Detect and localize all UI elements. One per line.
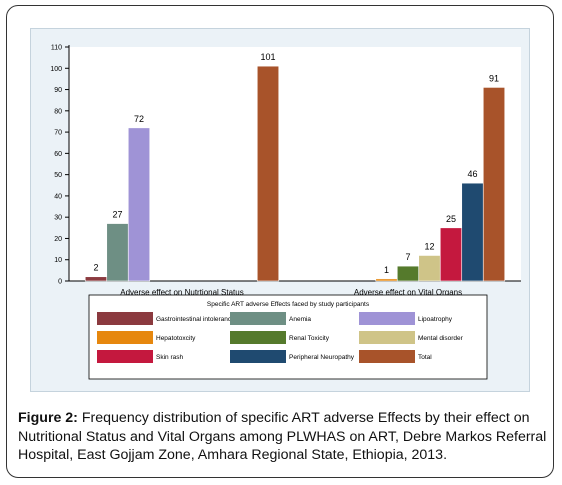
bar: [256, 65, 280, 282]
y-tick-label: 20: [54, 236, 62, 243]
data-label: 1: [384, 265, 389, 275]
bar: [84, 276, 108, 282]
bar: [482, 87, 506, 282]
legend-swatch: [230, 331, 286, 344]
data-label: 91: [489, 73, 499, 83]
legend-label: Gastrointestinal intolerance: [156, 316, 235, 323]
caption-label: Figure 2:: [18, 410, 78, 426]
y-tick-label: 110: [51, 45, 62, 52]
data-label: 72: [134, 114, 144, 124]
legend-swatch: [359, 312, 415, 325]
data-label: 101: [260, 52, 275, 62]
y-tick-label: 30: [54, 215, 62, 222]
data-label: 46: [467, 169, 477, 179]
legend-swatch: [359, 331, 415, 344]
legend-swatch: [97, 331, 153, 344]
legend-swatch: [230, 312, 286, 325]
plot-area: 0 10 20 30 40 50 60 70 80 90 100 110 2 27 72 101 Adverse…: [50, 45, 521, 297]
legend-label: Anemia: [289, 316, 311, 323]
legend-label: Total: [418, 354, 432, 361]
legend-swatch: [97, 350, 153, 363]
figure-caption: Figure 2: Frequency distribution of spec…: [18, 409, 548, 465]
y-tick-label: 0: [58, 279, 62, 286]
caption-text: Frequency distribution of specific ART a…: [18, 410, 547, 463]
bar: [396, 265, 420, 282]
category-label: Adverse effect on Vital Organs: [354, 288, 462, 297]
y-tick-label: 50: [54, 172, 62, 179]
y-tick-label: 90: [54, 87, 62, 94]
legend-swatch: [230, 350, 286, 363]
data-label: 2: [93, 263, 98, 273]
y-tick-label: 80: [54, 108, 62, 115]
bar: [439, 227, 463, 282]
y-tick-label: 40: [54, 193, 62, 200]
data-label: 12: [424, 241, 434, 251]
data-label: 27: [112, 210, 122, 220]
y-tick-label: 60: [54, 151, 62, 158]
bar: [127, 127, 151, 282]
bar: [106, 223, 129, 282]
legend-label: Mental disorder: [418, 335, 464, 342]
legend: Specific ART adverse Effects faced by st…: [88, 294, 488, 380]
legend-label: Peripheral Neuropathy: [289, 354, 355, 361]
legend-label: Skin rash: [156, 354, 183, 361]
legend-title: Specific ART adverse Effects faced by st…: [207, 301, 370, 308]
legend-label: Hepatotoxcity: [156, 335, 196, 342]
y-tick-label: 100: [50, 66, 62, 73]
legend-box: [88, 294, 488, 380]
bar-chart: 0 10 20 30 40 50 60 70 80 90 100 110 2 27 72 101 Adverse…: [50, 45, 521, 380]
legend-label: Renal Toxicity: [289, 335, 330, 342]
legend-swatch: [97, 312, 153, 325]
data-label: 25: [446, 214, 456, 224]
y-tick-label: 70: [54, 130, 62, 137]
legend-swatch: [359, 350, 415, 363]
bar: [418, 255, 441, 282]
bar: [461, 182, 484, 282]
bar: [375, 278, 398, 282]
category-label: Adverse effect on Nutrtional Status: [120, 288, 243, 297]
chart-panel: 0 10 20 30 40 50 60 70 80 90 100 110 2 27 72 101 Adverse…: [30, 28, 530, 392]
y-tick-label: 10: [54, 257, 62, 264]
legend-label: Lipoatrophy: [418, 316, 453, 323]
data-label: 7: [405, 252, 410, 262]
